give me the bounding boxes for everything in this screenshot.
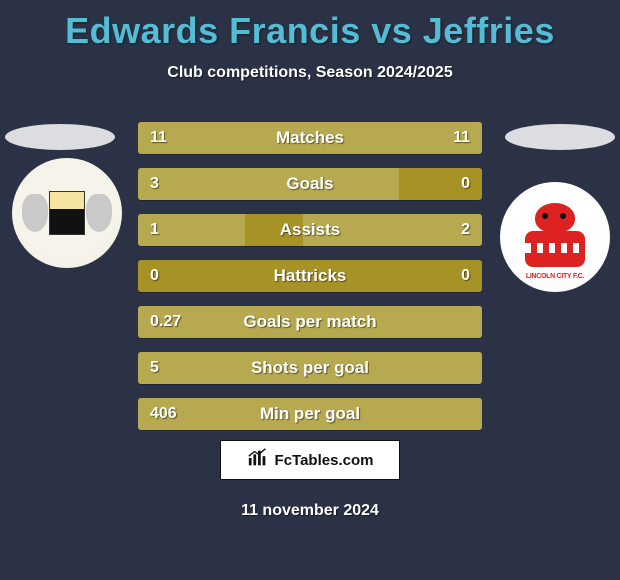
page-title: Edwards Francis vs Jeffries: [0, 0, 620, 52]
stat-row: Goals3 0: [138, 168, 482, 200]
crest-left-shield-icon: [49, 191, 85, 235]
stat-row: Hattricks0 0: [138, 260, 482, 292]
stat-value-left: 0: [150, 267, 159, 285]
stat-value-right: 0: [461, 175, 470, 193]
crest-right-label: LINCOLN CITY F.C.: [520, 273, 590, 280]
stat-value-right: 11: [453, 129, 470, 147]
page-subtitle: Club competitions, Season 2024/2025: [0, 64, 620, 82]
stats-bars: Matches1111Goals30Assists12Hattricks00Go…: [138, 122, 482, 444]
stat-row: Assists1 2: [138, 214, 482, 246]
stat-row: Goals per match0.27: [138, 306, 482, 338]
stat-label: Assists: [138, 220, 482, 240]
stat-value-right: 0: [461, 267, 470, 285]
stat-value-left: 11: [150, 129, 167, 147]
stat-value-left: 1: [150, 221, 159, 239]
bar-chart-icon: [247, 447, 269, 473]
stat-value-left: 3: [150, 175, 159, 193]
stat-label: Min per goal: [138, 404, 482, 424]
player-left-ellipse: [5, 124, 115, 150]
brand-badge: FcTables.com: [220, 440, 400, 480]
crest-right-imp-icon: LINCOLN CITY F.C.: [520, 197, 590, 277]
stat-value-left: 406: [150, 405, 177, 423]
date-label: 11 november 2024: [0, 502, 620, 520]
player-right-crest: LINCOLN CITY F.C.: [500, 182, 610, 292]
stat-row: Min per goal406: [138, 398, 482, 430]
player-left-crest: [12, 158, 122, 268]
stat-row: Matches11 11: [138, 122, 482, 154]
stat-label: Goals: [138, 174, 482, 194]
stat-value-left: 5: [150, 359, 159, 377]
stat-label: Hattricks: [138, 266, 482, 286]
stat-value-left: 0.27: [150, 313, 181, 331]
stat-label: Matches: [138, 128, 482, 148]
stat-row: Shots per goal5: [138, 352, 482, 384]
player-right-ellipse: [505, 124, 615, 150]
stat-label: Goals per match: [138, 312, 482, 332]
stat-label: Shots per goal: [138, 358, 482, 378]
stat-value-right: 2: [461, 221, 470, 239]
brand-text: FcTables.com: [275, 452, 374, 469]
